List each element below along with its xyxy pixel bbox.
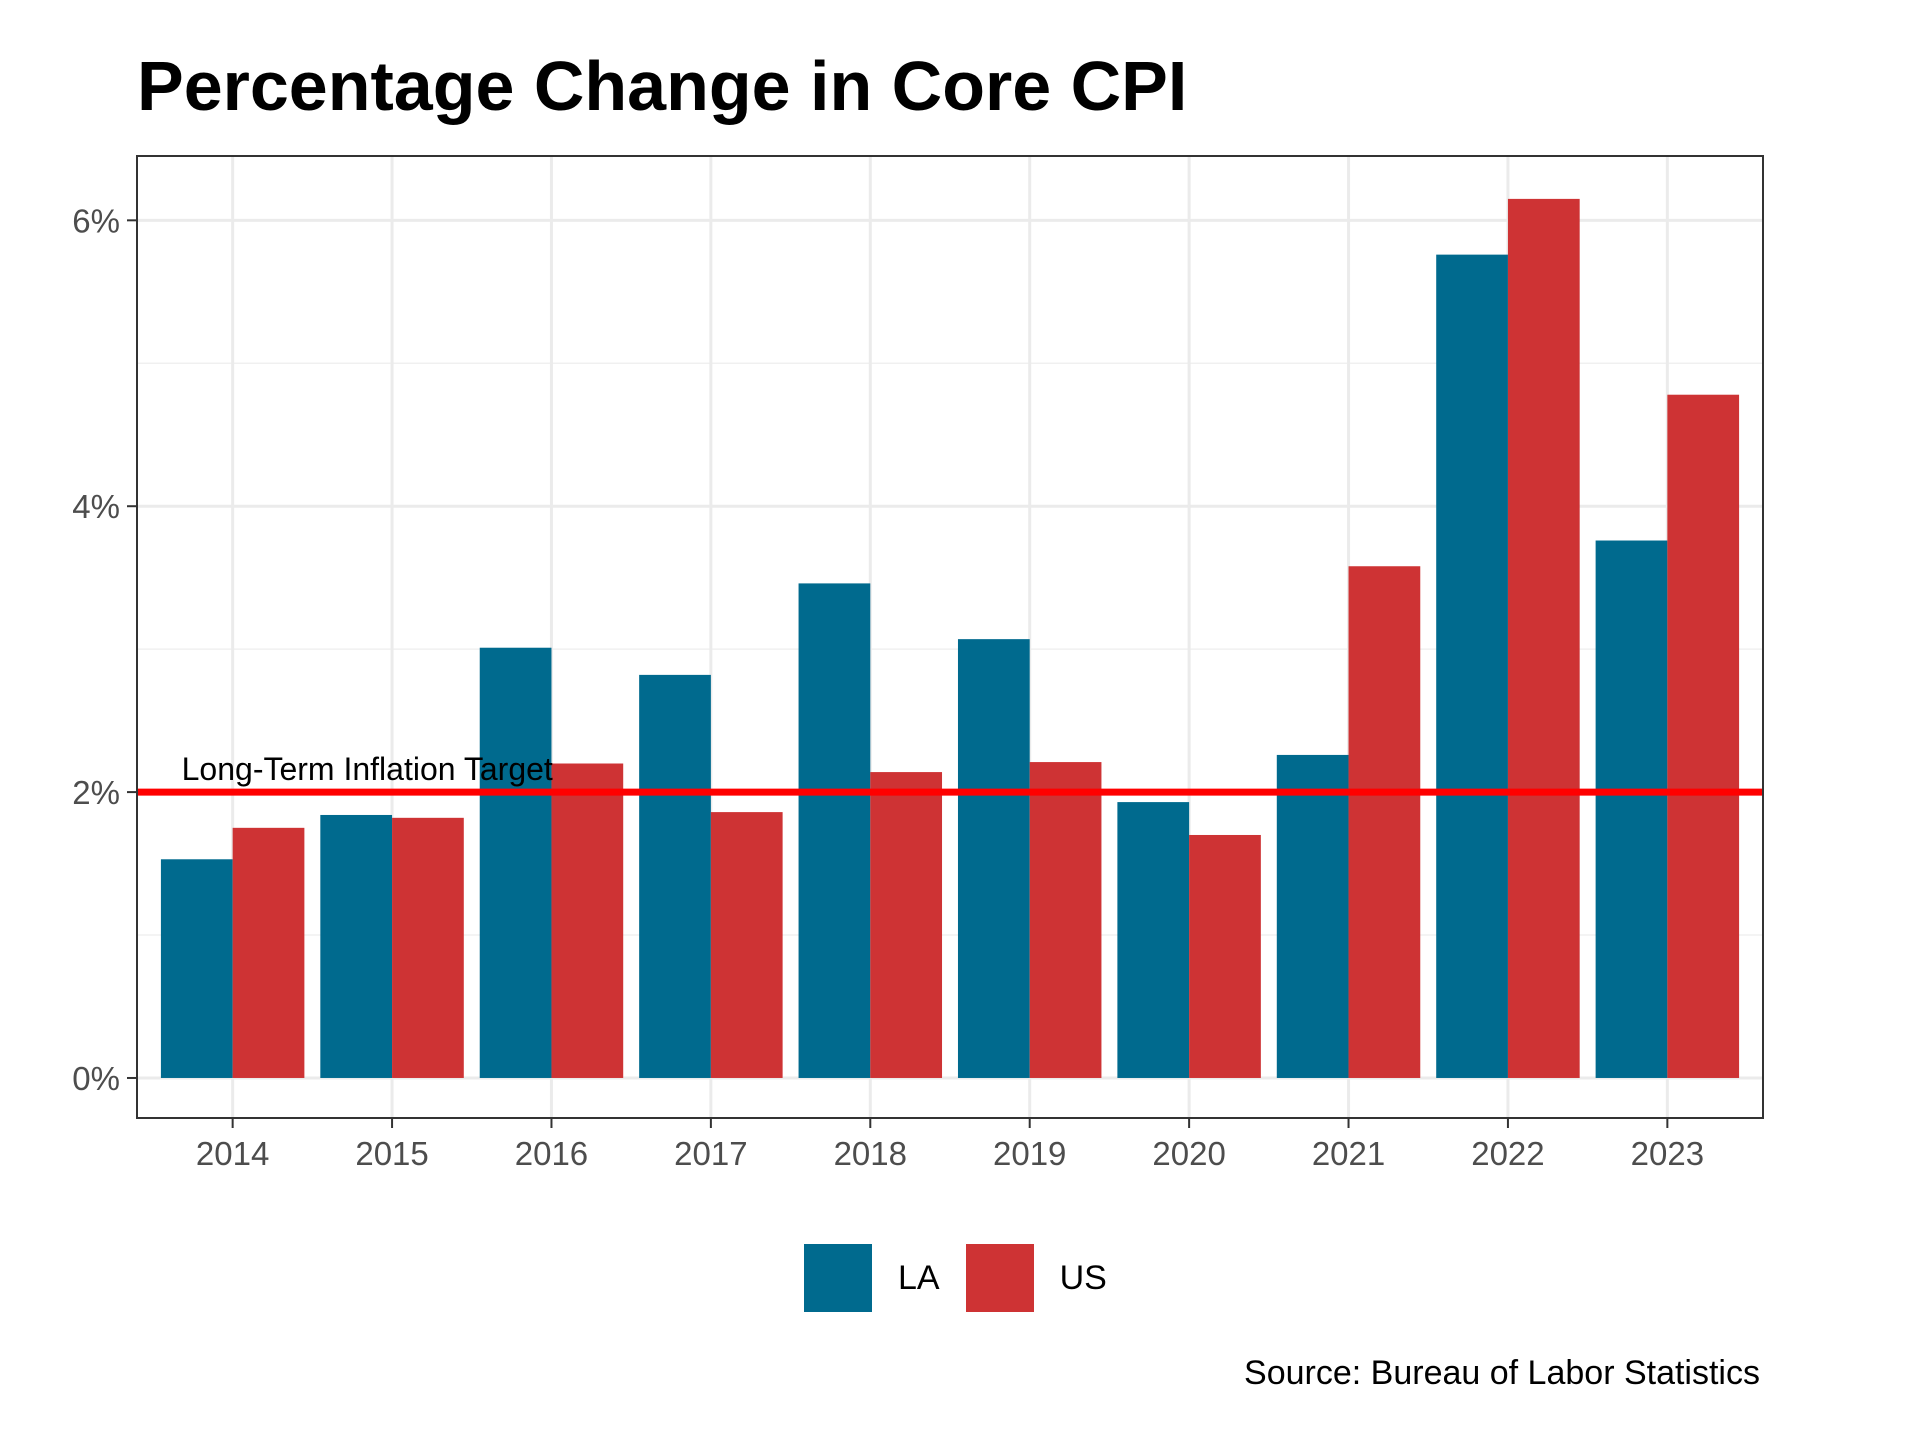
bar-us-2015: [392, 817, 464, 1078]
bar-la-2021: [1276, 754, 1349, 1078]
bar-us-2017: [710, 812, 783, 1078]
plot-border: [136, 155, 1764, 1119]
bar-us-2020: [1189, 834, 1261, 1078]
x-tick-label: 2021: [1312, 1135, 1385, 1172]
legend-swatch: [804, 1244, 872, 1312]
bar-us-2023: [1667, 394, 1740, 1078]
legend-label: US: [1059, 1258, 1107, 1297]
bar-la-2017: [639, 674, 711, 1078]
legend: LA US: [804, 1244, 1133, 1312]
legend-swatch: [965, 1244, 1034, 1312]
bar-la-2020: [1117, 802, 1190, 1078]
bar-la-2019: [957, 639, 1030, 1078]
x-tick-label: 2022: [1471, 1135, 1544, 1172]
source-note: Source: Bureau of Labor Statistics: [1244, 1354, 1760, 1392]
legend-item-us: US: [965, 1244, 1133, 1312]
bar-us-2019: [1029, 762, 1102, 1078]
bar-us-2022: [1507, 198, 1580, 1078]
x-tick-label: 2015: [355, 1135, 428, 1172]
bar-us-2021: [1348, 566, 1421, 1078]
bar-la-2014: [160, 859, 233, 1078]
legend-item-la: LA: [804, 1244, 966, 1312]
x-tick-label: 2018: [834, 1135, 907, 1172]
legend-label: LA: [898, 1258, 940, 1297]
inflation-target-label: Long-Term Inflation Target: [182, 751, 553, 787]
y-tick-label: 0%: [72, 1060, 120, 1097]
y-tick-label: 2%: [72, 774, 120, 811]
y-tick-label: 4%: [72, 488, 120, 525]
bar-la-2022: [1436, 254, 1508, 1078]
x-tick-label: 2020: [1152, 1135, 1225, 1172]
x-tick-label: 2017: [674, 1135, 747, 1172]
x-tick-label: 2014: [196, 1135, 269, 1172]
bar-us-2018: [870, 772, 943, 1078]
bar-la-2015: [320, 814, 393, 1078]
bar-us-2016: [551, 763, 624, 1078]
chart-title: Percentage Change in Core CPI: [137, 47, 1188, 125]
bar-la-2018: [798, 583, 871, 1078]
x-tick-label: 2016: [515, 1135, 588, 1172]
x-tick-label: 2023: [1631, 1135, 1704, 1172]
bar-us-2014: [232, 827, 305, 1078]
y-tick-label: 6%: [72, 202, 120, 239]
x-tick-label: 2019: [993, 1135, 1066, 1172]
bar-la-2016: [479, 647, 552, 1078]
bar-la-2023: [1595, 540, 1668, 1078]
